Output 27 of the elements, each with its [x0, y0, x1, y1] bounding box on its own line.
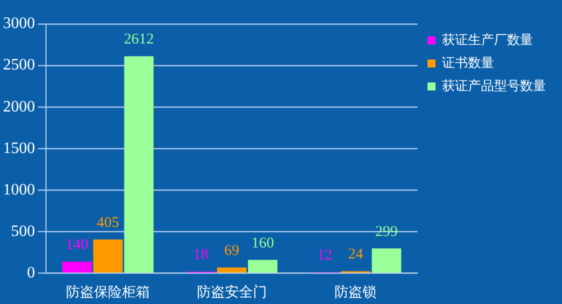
data-label: 405 [96, 214, 120, 231]
y-tick-label: 2000 [3, 98, 35, 116]
y-tick-label: 2500 [3, 56, 35, 74]
data-label: 140 [66, 237, 88, 254]
data-label: 160 [251, 235, 274, 252]
bar [124, 56, 154, 273]
x-tick-label: 防盗锁 [334, 284, 377, 300]
x-tick-label: 防盗保险柜箱 [66, 284, 150, 300]
y-tick-label: 0 [27, 264, 35, 282]
bar [93, 240, 123, 273]
data-label: 69 [224, 242, 240, 259]
legend-label: 证书数量 [442, 54, 494, 70]
y-tick-label: 1500 [3, 140, 35, 157]
bar [248, 260, 278, 273]
y-tick-label: 1000 [3, 181, 35, 198]
y-tick-label: 3000 [3, 15, 35, 32]
bar [62, 262, 92, 273]
data-label: 18 [193, 247, 208, 264]
data-label: 24 [348, 246, 364, 263]
legend-label: 获证生产厂数量 [442, 32, 533, 47]
data-label: 12 [317, 248, 332, 264]
y-tick-label: 500 [11, 222, 35, 240]
x-tick-label: 防盗安全门 [196, 284, 267, 300]
bar [372, 248, 402, 273]
bar [217, 267, 246, 273]
data-label: 2612 [124, 32, 154, 48]
legend-label: 获证产品型号数量 [442, 78, 546, 93]
